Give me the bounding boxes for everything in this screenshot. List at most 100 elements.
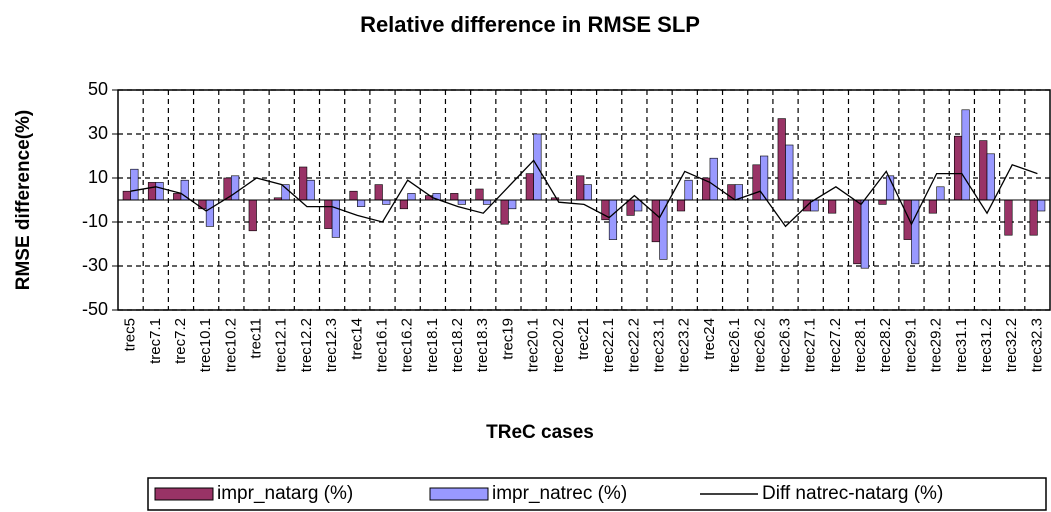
x-tick-label: trec5	[122, 318, 139, 351]
x-tick-label: trec23.2	[676, 318, 693, 372]
bar	[374, 184, 383, 201]
bar	[482, 199, 492, 205]
bar	[860, 199, 869, 269]
bar	[231, 175, 240, 201]
bar	[382, 199, 391, 205]
bar	[356, 199, 366, 207]
bar	[936, 186, 945, 201]
bar	[659, 199, 668, 260]
x-tick-label: trec18.1	[424, 318, 441, 372]
bar	[1037, 199, 1046, 212]
y-tick-label: -50	[82, 299, 108, 319]
legend-label: impr_natrec (%)	[492, 483, 627, 504]
x-tick-label: trec32.2	[1003, 318, 1020, 372]
y-tick-label: -10	[82, 211, 108, 231]
bar	[450, 193, 459, 201]
bar	[953, 135, 963, 201]
bar	[777, 118, 786, 201]
bar	[626, 199, 635, 216]
bar	[173, 193, 182, 201]
x-tick-label: trec20.1	[525, 318, 542, 372]
bar	[961, 109, 970, 201]
bar	[583, 184, 592, 201]
x-tick-label: trec28.2	[877, 318, 894, 372]
x-tick-label: trec21	[575, 318, 592, 360]
x-tick-label: trec7.1	[147, 318, 164, 364]
bar	[122, 190, 131, 201]
x-tick-label: trec26.3	[776, 318, 793, 372]
x-tick-label: trec18.3	[474, 318, 491, 372]
x-tick-label: trec14	[348, 318, 365, 360]
bar	[331, 199, 340, 238]
legend-swatch	[154, 487, 214, 501]
y-tick-label: 10	[88, 167, 108, 187]
bar	[911, 199, 920, 265]
bar	[785, 144, 794, 201]
x-tick-label: trec22.1	[600, 318, 617, 372]
legend-box	[147, 477, 1047, 511]
x-tick-label: trec16.1	[373, 318, 390, 372]
y-tick-label: -30	[82, 255, 108, 275]
bar	[608, 199, 618, 240]
x-tick-label: trec31.2	[978, 318, 995, 372]
bar	[500, 199, 509, 225]
bar	[324, 199, 333, 229]
y-tick-label: 30	[88, 123, 108, 143]
x-tick-label: trec7.2	[172, 318, 189, 364]
x-tick-label: trec23.1	[651, 318, 668, 372]
bar	[205, 199, 215, 227]
bar	[155, 182, 164, 201]
x-tick-label: trec20.2	[550, 318, 567, 372]
bar	[979, 140, 988, 201]
bar	[475, 188, 484, 201]
line	[130, 159, 1038, 228]
bar	[198, 199, 207, 210]
x-tick-label: trec11	[248, 318, 265, 359]
bar	[903, 199, 912, 240]
x-tick-label: trec18.2	[449, 318, 466, 372]
bar	[180, 179, 189, 201]
bar	[709, 157, 718, 201]
x-tick-label: trec12.3	[323, 318, 340, 372]
legend-label: Diff natrec-natarg (%)	[762, 483, 943, 504]
x-tick-label: trec19	[499, 318, 516, 360]
x-tick-label: trec27.2	[827, 318, 844, 372]
bar	[147, 182, 157, 201]
x-tick-label: trec10.1	[197, 318, 214, 372]
bar	[576, 175, 585, 201]
bar	[986, 153, 995, 201]
x-tick-label: trec24	[701, 318, 718, 360]
bar	[878, 199, 887, 205]
y-tick-label: 50	[88, 79, 108, 99]
bar	[752, 164, 761, 201]
x-tick-label: trec31.1	[953, 318, 970, 372]
bar	[684, 179, 693, 201]
legend-swatch	[429, 487, 489, 501]
bar	[306, 179, 315, 201]
bar	[407, 193, 416, 201]
bar	[928, 199, 937, 214]
bar	[457, 199, 466, 205]
bar	[349, 190, 358, 201]
bar	[651, 199, 660, 243]
bar	[130, 168, 139, 201]
bar	[1004, 199, 1013, 236]
bar	[281, 184, 290, 201]
bar	[676, 199, 686, 212]
x-tick-label: trec27.1	[802, 318, 819, 372]
bar	[828, 199, 837, 214]
bar	[399, 199, 408, 210]
bar	[525, 173, 534, 201]
x-tick-label: trec29.2	[928, 318, 945, 372]
x-tick-label: trec22.2	[625, 318, 642, 372]
x-tick-label: trec12.2	[298, 318, 315, 372]
bar	[508, 199, 517, 210]
legend-label: impr_natarg (%)	[217, 483, 353, 504]
x-axis-title: TReC cases	[486, 422, 594, 443]
bar	[1029, 199, 1038, 236]
bar	[248, 199, 257, 232]
x-tick-label: trec16.2	[399, 318, 416, 372]
y-axis-title: RMSE difference(%)	[13, 110, 34, 291]
bar	[299, 166, 308, 201]
x-tick-label: trec26.1	[726, 318, 743, 372]
